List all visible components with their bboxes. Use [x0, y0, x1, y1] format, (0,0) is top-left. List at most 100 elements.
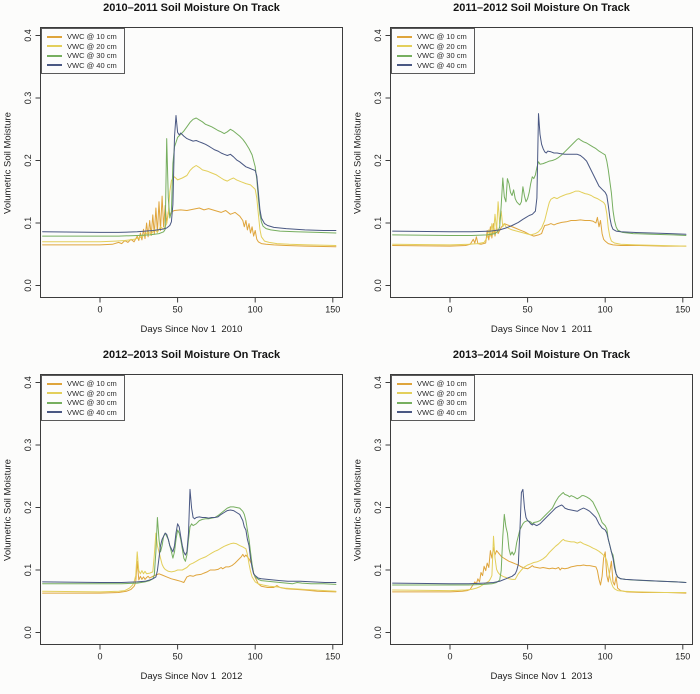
legend-line-10cm-icon — [397, 382, 412, 385]
series-line-10cm — [392, 547, 687, 594]
legend-item: VWC @ 20 cm — [47, 389, 117, 399]
panel-2013-2014: 2013–2014 Soil Moisture On Track Volumet… — [350, 347, 700, 694]
legend-label: VWC @ 30 cm — [67, 51, 117, 61]
legend-item: VWC @ 20 cm — [397, 42, 467, 52]
y-tick-label: 0.4 — [23, 29, 33, 42]
y-tick-label: 0.2 — [23, 501, 33, 514]
x-tick-label: 50 — [523, 652, 533, 662]
legend-line-20cm-icon — [47, 392, 62, 395]
y-tick-label: 0.3 — [373, 92, 383, 105]
legend-label: VWC @ 40 cm — [417, 407, 467, 417]
legend-line-10cm-icon — [47, 382, 62, 385]
y-tick-label: 0.4 — [23, 376, 33, 389]
legend-item: VWC @ 10 cm — [397, 379, 467, 389]
legend-label: VWC @ 40 cm — [417, 60, 467, 70]
legend-line-40cm-icon — [397, 411, 412, 414]
y-tick-label: 0.1 — [23, 564, 33, 577]
legend-label: VWC @ 40 cm — [67, 60, 117, 70]
x-axis-title: Days Since Nov 1 2011 — [490, 324, 593, 335]
legend-item: VWC @ 30 cm — [47, 398, 117, 408]
y-tick-label: 0.2 — [373, 501, 383, 514]
y-tick-label: 0.0 — [373, 626, 383, 639]
x-tick-label: 150 — [675, 652, 690, 662]
plot-title: 2011–2012 Soil Moisture On Track — [453, 2, 630, 14]
x-tick-label: 100 — [598, 305, 613, 315]
x-tick-label: 150 — [325, 305, 340, 315]
x-tick-label: 0 — [447, 305, 452, 315]
panel-2012-2013: 2012–2013 Soil Moisture On Track Volumet… — [0, 347, 350, 694]
legend-label: VWC @ 30 cm — [67, 398, 117, 408]
legend-label: VWC @ 10 cm — [67, 32, 117, 42]
y-tick-label: 0.3 — [373, 439, 383, 452]
legend-line-20cm-icon — [47, 45, 62, 48]
x-tick-label: 100 — [248, 652, 263, 662]
plot-box — [390, 27, 693, 298]
y-tick-label: 0.3 — [23, 439, 33, 452]
legend-line-10cm-icon — [47, 35, 62, 38]
y-tick-label: 0.0 — [23, 279, 33, 292]
legend-line-30cm-icon — [397, 401, 412, 404]
series-line-30cm — [42, 117, 337, 237]
y-tick-label: 0.2 — [23, 154, 33, 167]
y-tick-label: 0.1 — [373, 217, 383, 230]
panel-2010-2011: 2010–2011 Soil Moisture On Track Volumet… — [0, 0, 350, 347]
plot-area: 0 50 100 150 0.0 0.1 0.2 0.3 0.4 — [373, 27, 693, 315]
plot-title: 2010–2011 Soil Moisture On Track — [103, 2, 280, 14]
y-tick-label: 0.4 — [373, 29, 383, 42]
plot-box — [40, 27, 343, 298]
legend-label: VWC @ 20 cm — [67, 388, 117, 398]
legend-line-30cm-icon — [397, 54, 412, 57]
series-line-30cm — [392, 138, 687, 236]
legend: VWC @ 10 cm VWC @ 20 cm VWC @ 30 cm VWC … — [391, 375, 475, 421]
plot-title: 2012–2013 Soil Moisture On Track — [102, 349, 281, 361]
x-tick-label: 50 — [173, 652, 183, 662]
y-tick-label: 0.4 — [373, 376, 383, 389]
legend-item: VWC @ 40 cm — [47, 61, 117, 71]
legend-line-20cm-icon — [397, 392, 412, 395]
x-tick-label: 0 — [97, 305, 102, 315]
legend-item: VWC @ 40 cm — [397, 61, 467, 71]
legend-item: VWC @ 10 cm — [47, 32, 117, 42]
series-line-40cm — [42, 488, 337, 583]
x-tick-label: 50 — [523, 305, 533, 315]
legend-label: VWC @ 20 cm — [417, 388, 467, 398]
x-tick-label: 100 — [598, 652, 613, 662]
legend-line-20cm-icon — [397, 45, 412, 48]
legend-item: VWC @ 30 cm — [397, 398, 467, 408]
y-tick-label: 0.2 — [373, 154, 383, 167]
legend-label: VWC @ 40 cm — [67, 407, 117, 417]
legend-item: VWC @ 20 cm — [397, 389, 467, 399]
y-tick-label: 0.0 — [23, 626, 33, 639]
panel-2011-2012: 2011–2012 Soil Moisture On Track Volumet… — [350, 0, 700, 347]
legend: VWC @ 10 cm VWC @ 20 cm VWC @ 30 cm VWC … — [41, 375, 125, 421]
legend-item: VWC @ 30 cm — [397, 51, 467, 61]
legend-line-30cm-icon — [47, 54, 62, 57]
legend-label: VWC @ 10 cm — [417, 32, 467, 42]
series-line-10cm — [42, 553, 337, 594]
legend-line-40cm-icon — [47, 64, 62, 67]
y-tick-label: 0.1 — [23, 217, 33, 230]
series-line-20cm — [42, 165, 337, 246]
x-axis-title: Days Since Nov 1 2013 — [490, 671, 593, 682]
x-tick-label: 0 — [97, 652, 102, 662]
series-line-40cm — [392, 488, 687, 585]
x-tick-label: 150 — [675, 305, 690, 315]
x-tick-label: 100 — [248, 305, 263, 315]
legend-line-40cm-icon — [397, 64, 412, 67]
series-line-20cm — [392, 190, 687, 247]
series-line-20cm — [42, 532, 337, 593]
legend-label: VWC @ 10 cm — [417, 379, 467, 389]
plot-area: 0 50 100 150 0.0 0.1 0.2 0.3 0.4 — [23, 27, 343, 315]
legend-item: VWC @ 10 cm — [47, 379, 117, 389]
y-tick-label: 0.1 — [373, 564, 383, 577]
legend-label: VWC @ 10 cm — [67, 379, 117, 389]
legend-item: VWC @ 40 cm — [397, 408, 467, 418]
y-tick-label: 0.0 — [373, 279, 383, 292]
series-line-40cm — [392, 113, 687, 235]
x-tick-label: 150 — [325, 652, 340, 662]
plot-box — [390, 374, 693, 645]
x-axis-title: Days Since Nov 1 2010 — [140, 324, 243, 335]
legend: VWC @ 10 cm VWC @ 20 cm VWC @ 30 cm VWC … — [41, 28, 125, 74]
